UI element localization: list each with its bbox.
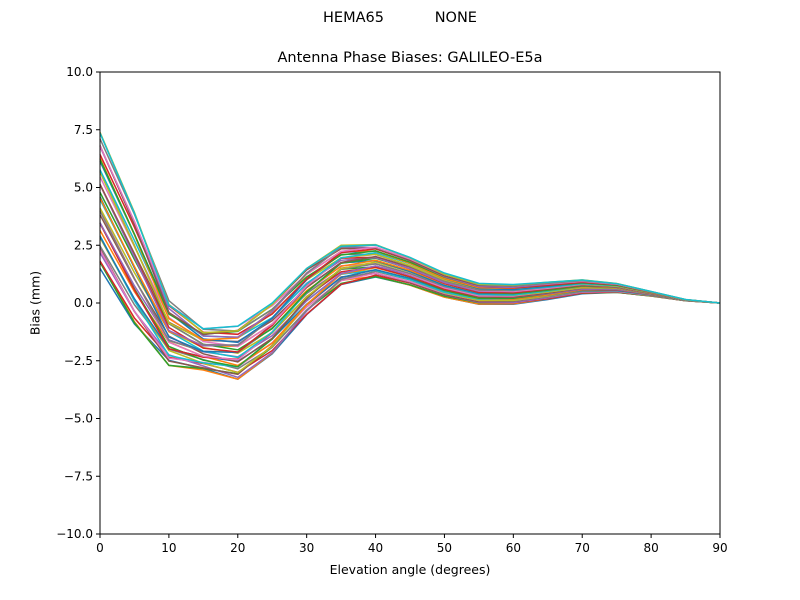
x-axis-ticks: 0 10 20 30 40 50 60 70 80 90: [96, 534, 728, 555]
y-tick-label: 5.0: [74, 181, 93, 195]
y-tick-label: 2.5: [74, 238, 93, 252]
bias-series-line: [99, 158, 721, 335]
x-tick-label: 60: [506, 541, 521, 555]
y-tick-label: −10.0: [56, 527, 93, 541]
bias-curves: [99, 132, 721, 381]
bias-series-line: [99, 132, 721, 330]
bias-series-line: [99, 160, 721, 344]
axes-frame: [99, 71, 721, 535]
antenna-name: HEMA65: [323, 10, 384, 26]
figure-suptitle: HEMA65 NONE: [0, 10, 800, 26]
x-axis-label: Elevation angle (degrees): [329, 562, 491, 577]
bias-series-line: [99, 154, 721, 336]
y-tick-label: −7.5: [64, 469, 93, 483]
x-tick-label: 20: [230, 541, 245, 555]
bias-series-line: [99, 145, 721, 336]
bias-series-line: [99, 157, 721, 341]
x-tick-label: 50: [437, 541, 452, 555]
bias-series-line: [99, 145, 721, 330]
x-tick-label: 30: [299, 541, 314, 555]
y-tick-label: −5.0: [64, 412, 93, 426]
y-axis-label: Bias (mm): [27, 270, 43, 336]
chart-title: Antenna Phase Biases: GALILEO-E5a: [277, 50, 543, 66]
y-axis-ticks: −10.0 −7.5 −5.0 −2.5 0.0 2.5 5.0 7.5 10.0: [56, 65, 100, 541]
y-tick-label: −2.5: [64, 354, 93, 368]
x-tick-label: 70: [575, 541, 590, 555]
y-tick-label: 10.0: [66, 65, 93, 79]
y-tick-label: 7.5: [74, 123, 93, 137]
bias-series-line: [99, 132, 721, 334]
x-tick-label: 90: [712, 541, 727, 555]
x-tick-label: 40: [368, 541, 383, 555]
x-tick-label: 80: [643, 541, 658, 555]
bias-series-line: [99, 138, 721, 332]
bias-series-line: [99, 146, 721, 338]
bias-series-line: [99, 169, 721, 339]
x-tick-label: 0: [96, 541, 104, 555]
radome-name: NONE: [434, 10, 477, 26]
bias-series-line: [99, 171, 721, 341]
y-tick-label: 0.0: [74, 296, 93, 310]
x-tick-label: 10: [161, 541, 176, 555]
